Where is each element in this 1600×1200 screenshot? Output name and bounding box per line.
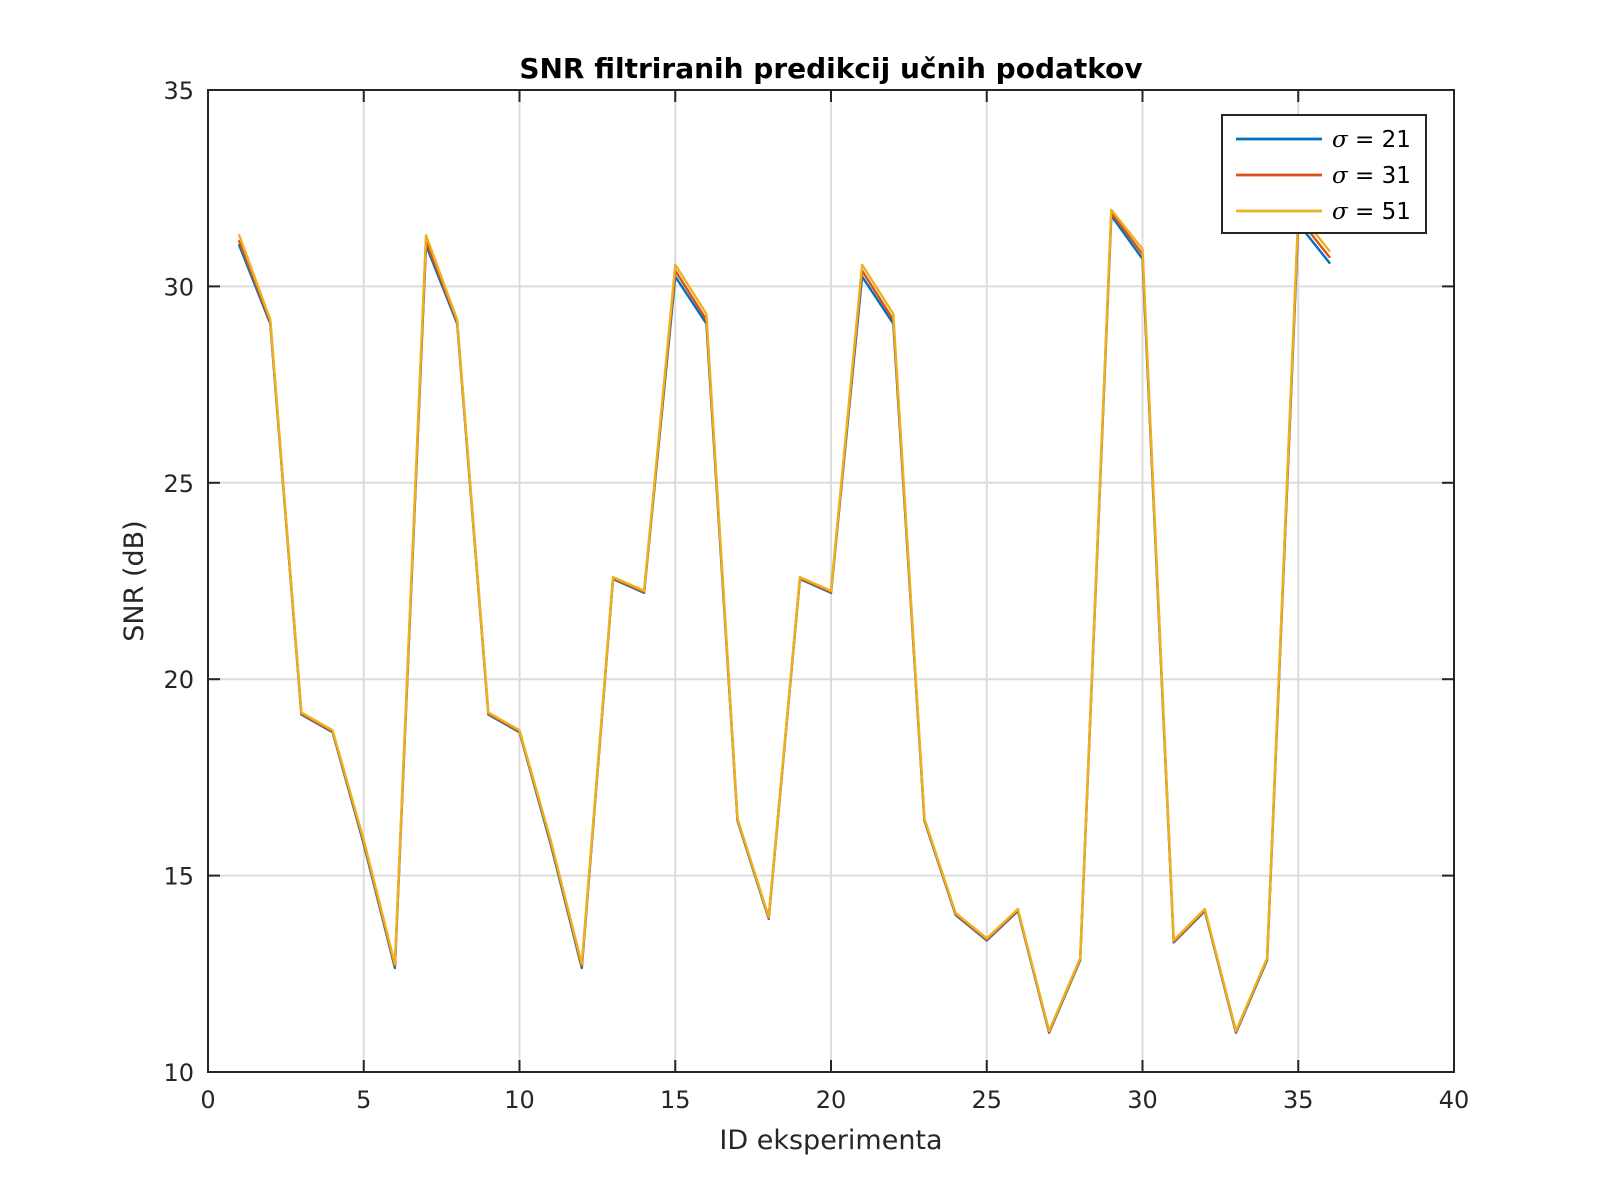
y-tick-label: 15 xyxy=(163,863,194,891)
legend-label-sigma-51: σ = 51 xyxy=(1332,199,1411,225)
legend-label-sigma-31: σ = 31 xyxy=(1332,163,1411,189)
y-tick-label: 35 xyxy=(163,77,194,105)
x-tick-label: 25 xyxy=(971,1086,1002,1114)
x-tick-label: 5 xyxy=(356,1086,371,1114)
axis-ticks: 0 5 10 15 20 25 30 35 40 10 15 20 25 30 35 xyxy=(163,77,1469,1114)
y-axis-label: SNR (dB) xyxy=(119,520,150,641)
x-tick-label: 40 xyxy=(1439,1086,1470,1114)
y-tick-label: 10 xyxy=(163,1059,194,1087)
x-tick-label: 30 xyxy=(1127,1086,1158,1114)
series-lines xyxy=(237,208,1331,1034)
x-tick-label: 35 xyxy=(1283,1086,1314,1114)
chart-title: SNR filtriranih predikcij učnih podatkov xyxy=(519,52,1142,85)
legend: σ = 21 σ = 31 σ = 51 xyxy=(1221,114,1427,234)
y-tick-label: 25 xyxy=(163,470,194,498)
x-axis-label: ID eksperimenta xyxy=(719,1125,942,1156)
x-tick-label: 10 xyxy=(504,1086,535,1114)
y-tick-label: 30 xyxy=(163,273,194,301)
x-tick-label: 20 xyxy=(816,1086,847,1114)
x-tick-label: 15 xyxy=(660,1086,691,1114)
y-tick-label: 20 xyxy=(163,666,194,694)
legend-label-sigma-21: σ = 21 xyxy=(1332,127,1411,153)
x-tick-label: 0 xyxy=(200,1086,215,1114)
series-line-sigma-51 xyxy=(237,208,1331,1033)
